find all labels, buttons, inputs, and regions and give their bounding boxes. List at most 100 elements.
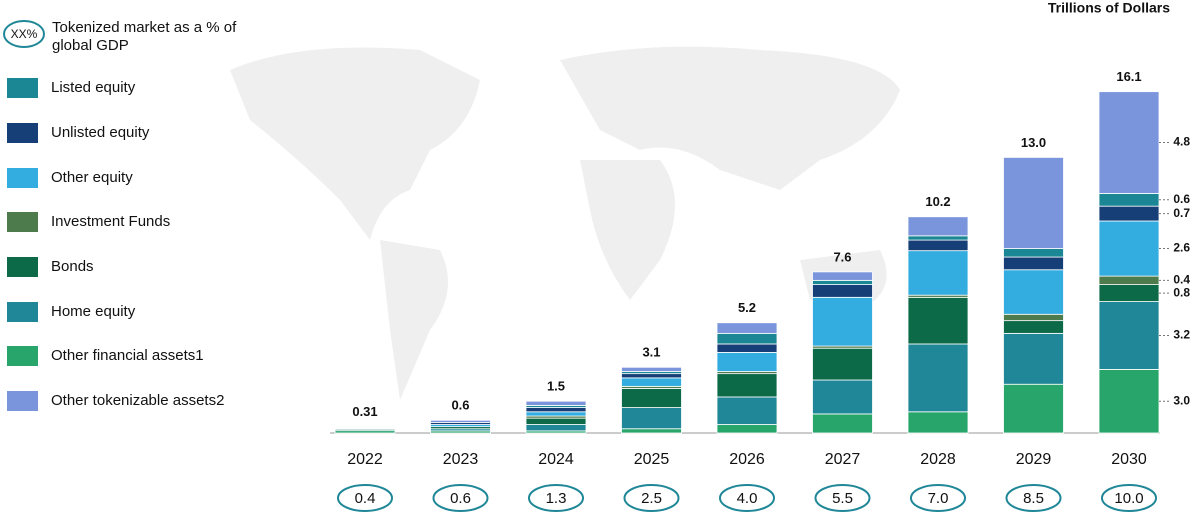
gdp-share-label: 10.0	[1114, 490, 1143, 507]
x-tick-label: 2028	[920, 451, 956, 468]
bar-segment	[430, 419, 491, 423]
total-label: 5.2	[738, 300, 756, 315]
bar-segment	[907, 216, 969, 237]
bar-segment	[716, 343, 778, 353]
bar-segment	[525, 400, 587, 406]
world-map-backdrop	[230, 46, 900, 400]
segment-label: 0.8	[1173, 285, 1190, 299]
gdp-oval	[432, 484, 489, 512]
bar-segment	[716, 322, 778, 334]
bar-segment	[907, 343, 969, 413]
gdp-share-label: 5.5	[832, 490, 853, 507]
gdp-share-label: 0.6	[450, 490, 471, 507]
x-tick-label: 2023	[443, 451, 479, 468]
bar-segment	[716, 373, 778, 398]
gdp-share-label: 4.0	[737, 490, 758, 507]
gdp-oval	[1101, 484, 1157, 512]
x-tick-label: 2029	[1016, 451, 1052, 468]
bar-segment	[1003, 248, 1064, 258]
segment-label: 2.6	[1173, 241, 1190, 255]
bar-segment	[812, 347, 873, 381]
segment-label: 0.4	[1173, 273, 1190, 287]
bar-segment	[525, 407, 587, 413]
bar-segment	[1003, 256, 1064, 271]
gdp-share-label: 2.5	[641, 490, 662, 507]
bar-segment	[907, 250, 969, 296]
bar-segment	[1098, 205, 1160, 222]
segment-label: 4.8	[1173, 135, 1190, 149]
legend-swatch	[7, 257, 38, 277]
legend-label: Other equity	[51, 169, 133, 186]
total-label: 3.1	[642, 345, 660, 360]
bar-segment	[812, 279, 873, 285]
legend-label: Unlisted equity	[51, 124, 150, 141]
gdp-share-label: 0.4	[355, 490, 376, 507]
gdp-legend-marker	[3, 20, 45, 48]
x-tick-label: 2027	[825, 451, 861, 468]
bar-segment	[1098, 275, 1160, 285]
bar-segment	[812, 296, 873, 347]
bar-segment	[1003, 383, 1064, 434]
bar-segment	[812, 271, 873, 281]
legend-label: Other financial assets1	[51, 347, 204, 364]
x-tick-label: 2024	[538, 451, 574, 468]
bar-segment	[621, 407, 682, 430]
x-tick-label: 2026	[729, 451, 765, 468]
bar-segment	[621, 366, 682, 372]
gdp-oval	[1005, 484, 1062, 512]
bar-segment	[525, 424, 587, 432]
bar-segment	[716, 424, 778, 434]
legend-label: Listed equity	[51, 79, 136, 96]
bar-segment	[1003, 156, 1064, 249]
legend-swatch	[7, 391, 38, 411]
bar-segment	[621, 377, 682, 387]
legend-swatch	[7, 168, 38, 188]
bar-segment	[1003, 313, 1064, 322]
bar-segment	[621, 428, 682, 434]
gdp-oval	[623, 484, 680, 512]
bar-segment	[1098, 368, 1160, 434]
segment-label: 3.2	[1173, 328, 1190, 342]
gdp-oval	[337, 484, 393, 512]
gdp-legend-label: Tokenized market as a % of global GDP	[52, 19, 237, 54]
gdp-legend-marker-text: XX%	[11, 27, 38, 41]
bar-segment	[907, 235, 969, 241]
legend-label: Bonds	[51, 258, 94, 275]
x-tick-label: 2030	[1111, 451, 1147, 468]
total-label: 10.2	[925, 194, 950, 209]
legend-swatch	[7, 212, 38, 232]
bar-segment	[1003, 269, 1064, 315]
bar-segment	[525, 417, 587, 425]
unit-label: Trillions of Dollars	[1048, 0, 1170, 16]
bar-segment	[1098, 91, 1160, 194]
gdp-oval	[528, 484, 584, 512]
legend-swatch	[7, 123, 38, 143]
bar-segment	[907, 411, 969, 434]
bar-segment	[716, 396, 778, 425]
bar-segment	[1003, 332, 1064, 385]
total-label: 16.1	[1116, 69, 1141, 84]
bar-segment	[621, 373, 682, 379]
legend-swatch	[7, 302, 38, 322]
legend-label: Home equity	[51, 303, 136, 320]
bar-segment	[907, 239, 969, 252]
bar-segment	[1098, 220, 1160, 277]
bar-segment	[1098, 301, 1160, 370]
legend-swatch	[7, 78, 38, 98]
bar-segment	[716, 352, 778, 372]
gdp-oval	[719, 484, 775, 512]
x-tick-label: 2025	[634, 451, 670, 468]
bar-segment	[716, 332, 778, 345]
gdp-oval	[814, 484, 871, 512]
legend-swatch	[7, 346, 38, 366]
segment-label: 0.7	[1173, 206, 1190, 220]
legend-label: Investment Funds	[51, 213, 170, 230]
bar-segment	[525, 411, 587, 417]
segment-label: 3.0	[1173, 393, 1190, 407]
gdp-share-label: 7.0	[928, 490, 949, 507]
bar-segment	[621, 388, 682, 408]
total-label: 1.5	[547, 379, 565, 394]
bar-segment	[1003, 320, 1064, 334]
